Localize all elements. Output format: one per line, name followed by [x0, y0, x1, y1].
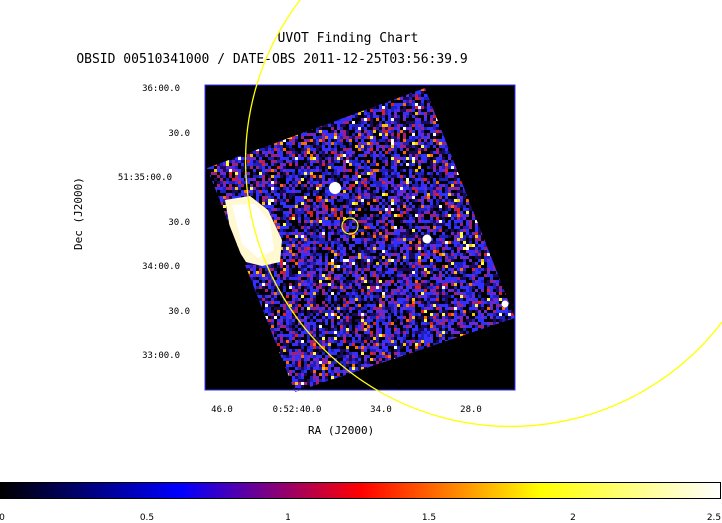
y-tick-label: 30.0: [130, 129, 190, 139]
colorbar-tick: 2.5: [694, 513, 722, 523]
x-tick-label: 28.0: [441, 405, 501, 415]
colorbar-tick: 2: [553, 513, 593, 523]
y-tick-label: 30.0: [130, 218, 190, 228]
y-axis-title: Dec (J2000): [72, 177, 85, 250]
y-tick-label: 36:00.0: [120, 84, 180, 94]
bright-source: [502, 301, 509, 308]
x-axis-title: RA (J2000): [308, 424, 374, 437]
colorbar-tick: 0: [0, 513, 22, 523]
x-tick-label: 0:52:40.0: [267, 405, 327, 415]
x-tick-label: 46.0: [192, 405, 252, 415]
colorbar-tick: 1.5: [409, 513, 449, 523]
colorbar-tick: 1: [268, 513, 308, 523]
y-tick-label: 34:00.0: [120, 262, 180, 272]
colorbar: [0, 482, 721, 499]
y-tick-label: 51:35:00.0: [112, 173, 172, 183]
bright-source: [423, 235, 432, 244]
bright-source: [329, 182, 341, 194]
x-tick-label: 34.0: [351, 405, 411, 415]
y-tick-label: 33:00.0: [120, 351, 180, 361]
y-tick-label: 30.0: [130, 307, 190, 317]
colorbar-tick: 0.5: [127, 513, 167, 523]
